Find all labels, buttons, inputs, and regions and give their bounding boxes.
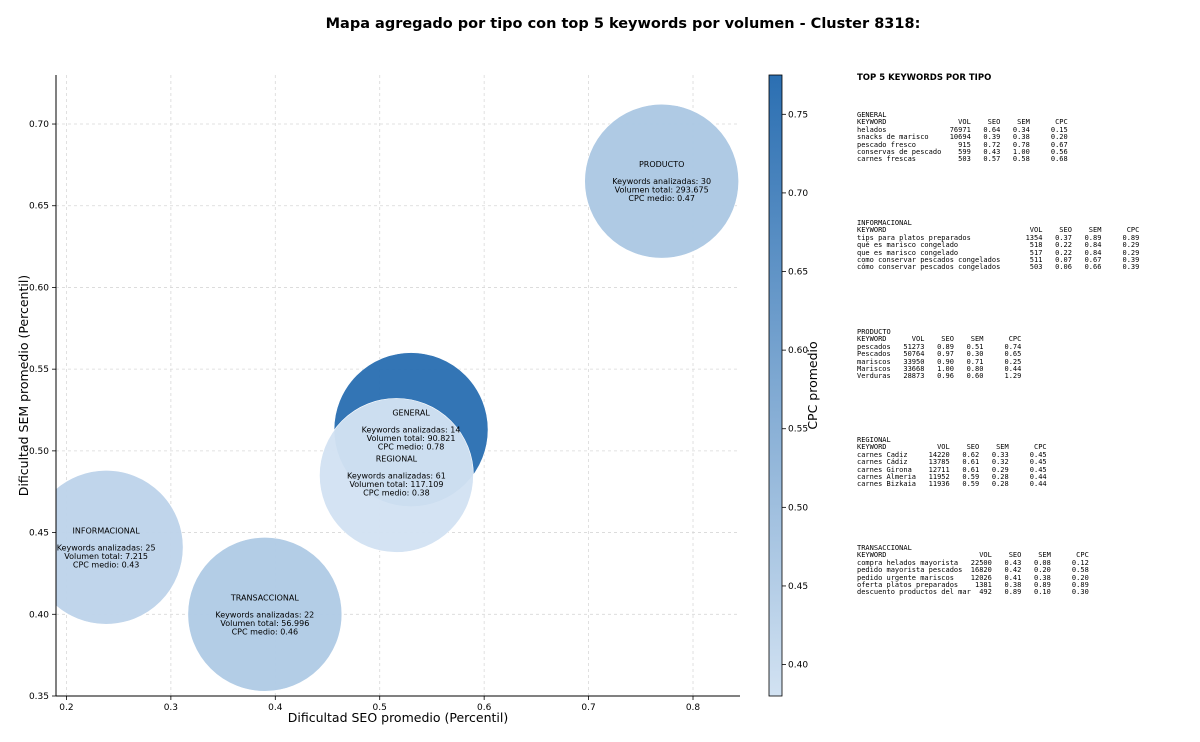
keyword-row: carnes Girona 12711 0.61 0.29 0.45	[857, 465, 1047, 474]
keyword-row: qué es marisco congelado 518 0.22 0.84 0…	[857, 241, 1140, 250]
keyword-row: snacks de marisco 10694 0.39 0.38 0.20	[857, 133, 1068, 142]
axes: 0.2 0.3 0.4 0.5 0.6 0.7 0.8 0.35 0.40 0.45 0.50 0.5…	[16, 75, 740, 725]
keyword-block-transaccional: TRANSACCIONAL KEYWORD VOL SEO SEM CPC comp…	[857, 544, 1089, 597]
bubble-keywords-label: Keywords analizadas: 14	[362, 426, 461, 435]
colorbar-tick-label: 0.45	[788, 582, 808, 592]
bubble-transaccional	[187, 536, 343, 692]
bubble-keywords-label: Keywords analizadas: 30	[612, 177, 711, 186]
keyword-block-heading: REGIONAL	[857, 436, 891, 444]
keyword-block-heading: PRODUCTO	[857, 328, 891, 336]
bubble-layer	[56, 103, 739, 692]
keyword-row: descuento productos del mar 492 0.89 0.1…	[857, 588, 1089, 597]
keyword-row: carnes Cadiz 14220 0.62 0.33 0.45	[857, 450, 1047, 459]
keyword-table-header: KEYWORD VOL SEO SEM CPC	[857, 335, 1022, 344]
bubble-name-label: PRODUCTO	[639, 160, 684, 169]
chart-title: Mapa agregado por tipo con top 5 keyword…	[325, 16, 921, 32]
keyword-block-heading: TRANSACCIONAL	[857, 544, 912, 552]
bubble-producto	[584, 103, 739, 259]
keyword-block-heading: GENERAL	[857, 111, 887, 119]
x-tick-label: 0.6	[477, 703, 492, 713]
keyword-row: helados 76971 0.64 0.34 0.15	[857, 125, 1068, 134]
bubble-name-label: TRANSACCIONAL	[230, 593, 299, 602]
bubble-regional	[319, 398, 474, 553]
bubble-name-label: REGIONAL	[376, 454, 418, 463]
bubble-volume-label: Volumen total: 117.109	[349, 480, 443, 489]
colorbar-tick-label: 0.70	[788, 189, 808, 199]
keyword-table-header: KEYWORD VOL SEO SEM CPC	[857, 118, 1068, 127]
colorbar-tick-label: 0.50	[788, 503, 808, 513]
bubble-informacional	[56, 470, 184, 625]
bubble-volume-label: Volumen total: 56.996	[220, 619, 309, 628]
y-tick-label: 0.45	[29, 529, 49, 539]
bubble-volume-label: Volumen total: 7.215	[64, 552, 148, 561]
x-tick-label: 0.5	[373, 703, 387, 713]
x-tick-label: 0.2	[59, 703, 73, 713]
colorbar-tick-label: 0.55	[788, 425, 808, 435]
colorbar: 0.40 0.45 0.50 0.55 0.60 0.65 0.70 0.75 CPC prom…	[768, 74, 820, 697]
y-tick-label: 0.70	[29, 120, 49, 130]
keyword-row: como conservar pescados congelados 511 0…	[857, 255, 1140, 264]
y-axis-label: Dificultad SEM promedio (Percentil)	[16, 275, 31, 496]
colorbar-tick-label: 0.40	[788, 661, 808, 671]
keyword-row: tips para platos preparados 1354 0.37 0.…	[857, 233, 1140, 242]
side-panel-title: TOP 5 KEYWORDS POR TIPO	[857, 73, 992, 83]
keyword-table-header: KEYWORD VOL SEO SEM CPC	[857, 443, 1047, 452]
bubble-cpc-label: CPC medio: 0.78	[378, 443, 445, 452]
colorbar-tick-label: 0.75	[788, 110, 808, 120]
keyword-row: Verduras 28873 0.96 0.60 1.29	[857, 372, 1022, 381]
y-tick-label: 0.50	[29, 447, 49, 457]
bubble-keywords-label: Keywords analizadas: 61	[347, 471, 446, 480]
keyword-row: Pescados 50764 0.97 0.30 0.65	[857, 350, 1022, 359]
y-tick-label: 0.65	[29, 202, 49, 212]
bubble-volume-label: Volumen total: 90.821	[367, 434, 456, 443]
keyword-row: pedido urgente mariscos 12026 0.41 0.38 …	[857, 573, 1089, 582]
keyword-block-regional: REGIONAL KEYWORD VOL SEO SEM CPC carnes Ca…	[857, 436, 1047, 489]
keyword-row: Mariscos 33668 1.00 0.80 0.44	[857, 364, 1022, 373]
bubble-keywords-label: Keywords analizadas: 25	[57, 543, 156, 552]
bubble-volume-label: Volumen total: 293.675	[615, 186, 709, 195]
keyword-row: pedido mayorista pescados 16820 0.42 0.2…	[857, 566, 1089, 575]
keyword-row: carnes frescas 503 0.57 0.58 0.68	[857, 155, 1068, 164]
keyword-row: carnes Bizkaia 11936 0.59 0.28 0.44	[857, 480, 1047, 489]
y-tick-label: 0.35	[29, 692, 49, 702]
x-tick-label: 0.4	[268, 703, 283, 713]
y-tick-label: 0.40	[29, 610, 49, 620]
colorbar-label: CPC promedio	[805, 341, 820, 429]
keyword-row: carnes Almeria 11952 0.59 0.28 0.44	[857, 472, 1047, 481]
y-tick-label: 0.55	[29, 365, 49, 375]
bubble-cpc-label: CPC medio: 0.47	[628, 194, 695, 203]
keyword-row: mariscos 33950 0.90 0.71 0.25	[857, 357, 1022, 366]
keyword-row: que es marisco congelado 517 0.22 0.84 0…	[857, 248, 1140, 257]
keyword-row: carnes Cádiz 13785 0.61 0.32 0.45	[857, 458, 1047, 467]
x-tick-label: 0.3	[164, 703, 178, 713]
x-tick-label: 0.8	[686, 703, 701, 713]
keyword-row: pescado fresco 915 0.72 0.78 0.67	[857, 140, 1068, 149]
keyword-row: compra helados mayorista 22500 0.43 0.08…	[857, 558, 1089, 567]
bubble-name-label: INFORMACIONAL	[73, 526, 141, 535]
keyword-block-informacional: INFORMACIONAL KEYWORD VOL SEO SEM CPC tips…	[857, 219, 1140, 272]
keyword-row: cómo conservar pescados congelados 503 0…	[857, 263, 1140, 272]
x-axis-label: Dificultad SEO promedio (Percentil)	[288, 710, 508, 725]
bubble-cpc-label: CPC medio: 0.43	[73, 560, 140, 569]
colorbar-tick-label: 0.65	[788, 268, 808, 278]
top-keywords-panel: TOP 5 KEYWORDS POR TIPO GENERAL KEYWORD V…	[857, 73, 1197, 596]
colorbar-tick-label: 0.60	[788, 346, 808, 356]
keyword-block-heading: INFORMACIONAL	[857, 219, 912, 227]
bubble-keywords-label: Keywords analizadas: 22	[215, 610, 314, 619]
bubble-name-label: GENERAL	[392, 409, 430, 418]
keyword-row: pescados 51273 0.89 0.51 0.74	[857, 342, 1022, 351]
keyword-row: oferta platos preparados 1381 0.38 0.89 …	[857, 580, 1089, 589]
keyword-block-general: GENERAL KEYWORD VOL SEO SEM CPC helados 76…	[857, 111, 1068, 164]
colorbar-gradient	[768, 74, 783, 697]
x-tick-label: 0.7	[581, 703, 595, 713]
keyword-table-header: KEYWORD VOL SEO SEM CPC	[857, 551, 1089, 560]
bubble-cpc-label: CPC medio: 0.46	[232, 627, 299, 636]
keyword-row: conservas de pescado 599 0.43 1.00 0.56	[857, 147, 1068, 156]
keyword-block-producto: PRODUCTO KEYWORD VOL SEO SEM CPC pescados …	[857, 328, 1022, 381]
bubble-cpc-label: CPC medio: 0.38	[363, 488, 430, 497]
y-tick-label: 0.60	[29, 283, 49, 293]
keyword-table-header: KEYWORD VOL SEO SEM CPC	[857, 226, 1140, 235]
